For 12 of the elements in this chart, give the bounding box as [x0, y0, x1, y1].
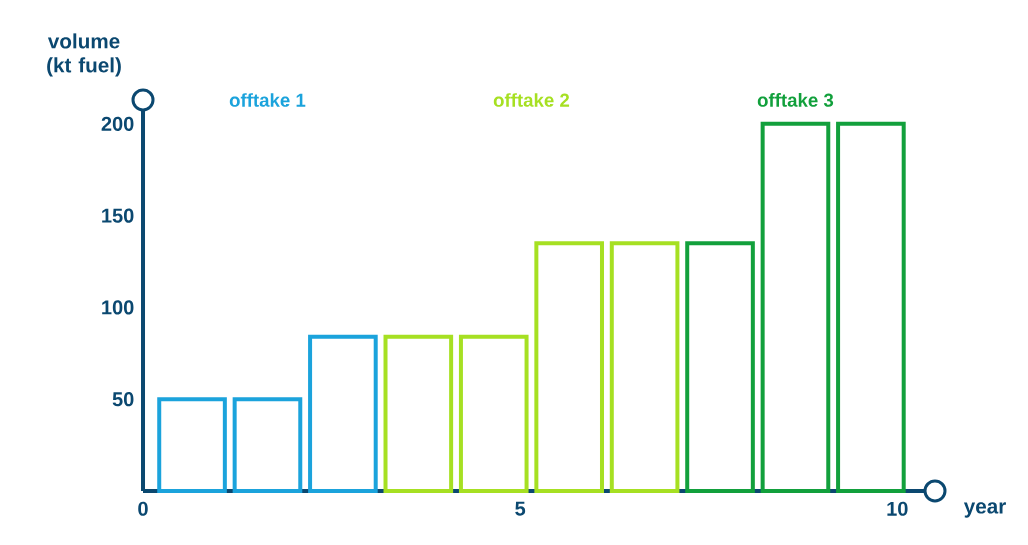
x-tick-label: 0 [138, 501, 148, 516]
text: offtake 2 [493, 93, 570, 107]
series-label: offtake 3 [757, 93, 834, 107]
y-tick-label: 200 [101, 116, 134, 131]
y-axis-title: volume (kt fuel) [47, 33, 121, 77]
y-tick-label: 50 [112, 392, 134, 407]
x-tick-label: 5 [515, 501, 526, 516]
y-tick-label: 150 [102, 208, 134, 223]
y-tick-label: 100 [102, 300, 134, 315]
text: offtake 1 [229, 93, 306, 107]
x-axis-title: year [963, 502, 1006, 518]
x-tick-label: 10 [887, 501, 908, 516]
